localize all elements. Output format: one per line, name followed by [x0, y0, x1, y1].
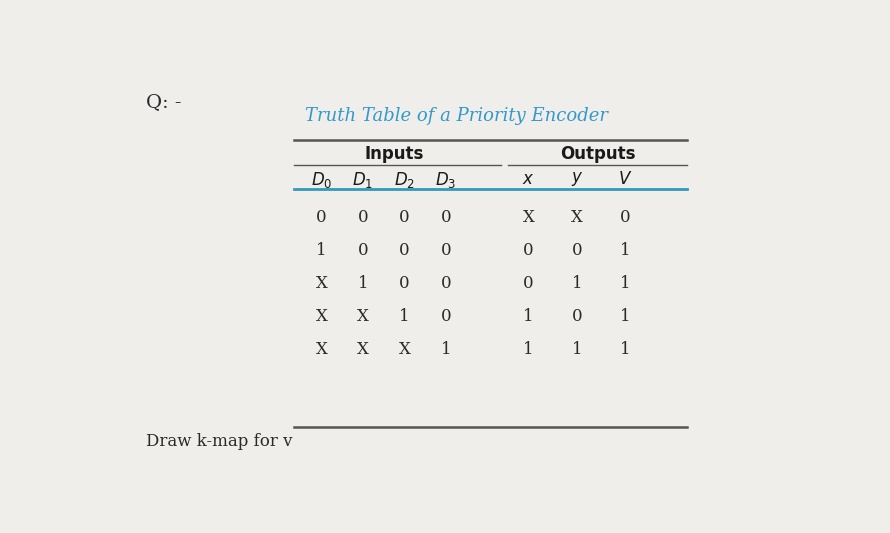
Text: 0: 0 [358, 209, 368, 227]
Text: 0: 0 [316, 209, 327, 227]
Text: 1: 1 [523, 308, 534, 325]
Text: 1: 1 [441, 341, 451, 358]
Text: 1: 1 [619, 242, 630, 259]
Text: 0: 0 [399, 242, 409, 259]
Text: $x$: $x$ [522, 170, 535, 188]
Text: 1: 1 [571, 341, 582, 358]
Text: 1: 1 [523, 341, 534, 358]
Text: X: X [316, 341, 328, 358]
Text: 0: 0 [571, 242, 582, 259]
Text: $D_1$: $D_1$ [352, 170, 374, 190]
Text: Q: -: Q: - [146, 93, 182, 111]
Text: Outputs: Outputs [560, 145, 635, 163]
Text: $D_0$: $D_0$ [311, 170, 332, 190]
Text: X: X [570, 209, 583, 227]
Text: 0: 0 [441, 242, 451, 259]
Text: 0: 0 [358, 242, 368, 259]
Text: 1: 1 [358, 275, 368, 292]
Text: $V$: $V$ [618, 170, 632, 188]
Text: 1: 1 [316, 242, 327, 259]
Text: 1: 1 [619, 308, 630, 325]
Text: X: X [357, 341, 369, 358]
Text: 1: 1 [399, 308, 409, 325]
Text: X: X [522, 209, 535, 227]
Text: 0: 0 [399, 275, 409, 292]
Text: X: X [399, 341, 410, 358]
Text: 0: 0 [523, 242, 534, 259]
Text: 0: 0 [571, 308, 582, 325]
Text: 1: 1 [619, 341, 630, 358]
Text: 1: 1 [571, 275, 582, 292]
Text: 0: 0 [441, 209, 451, 227]
Text: $D_2$: $D_2$ [394, 170, 415, 190]
Text: Inputs: Inputs [364, 145, 424, 163]
Text: 1: 1 [619, 275, 630, 292]
Text: X: X [357, 308, 369, 325]
Text: 0: 0 [441, 275, 451, 292]
Text: 0: 0 [399, 209, 409, 227]
Text: 0: 0 [523, 275, 534, 292]
Text: Draw k-map for v: Draw k-map for v [146, 433, 292, 450]
Text: $D_3$: $D_3$ [435, 170, 457, 190]
Text: 0: 0 [441, 308, 451, 325]
Text: Truth Table of a Priority Encoder: Truth Table of a Priority Encoder [304, 107, 608, 125]
Text: $y$: $y$ [570, 170, 583, 188]
Text: X: X [316, 308, 328, 325]
Text: 0: 0 [619, 209, 630, 227]
Text: X: X [316, 275, 328, 292]
